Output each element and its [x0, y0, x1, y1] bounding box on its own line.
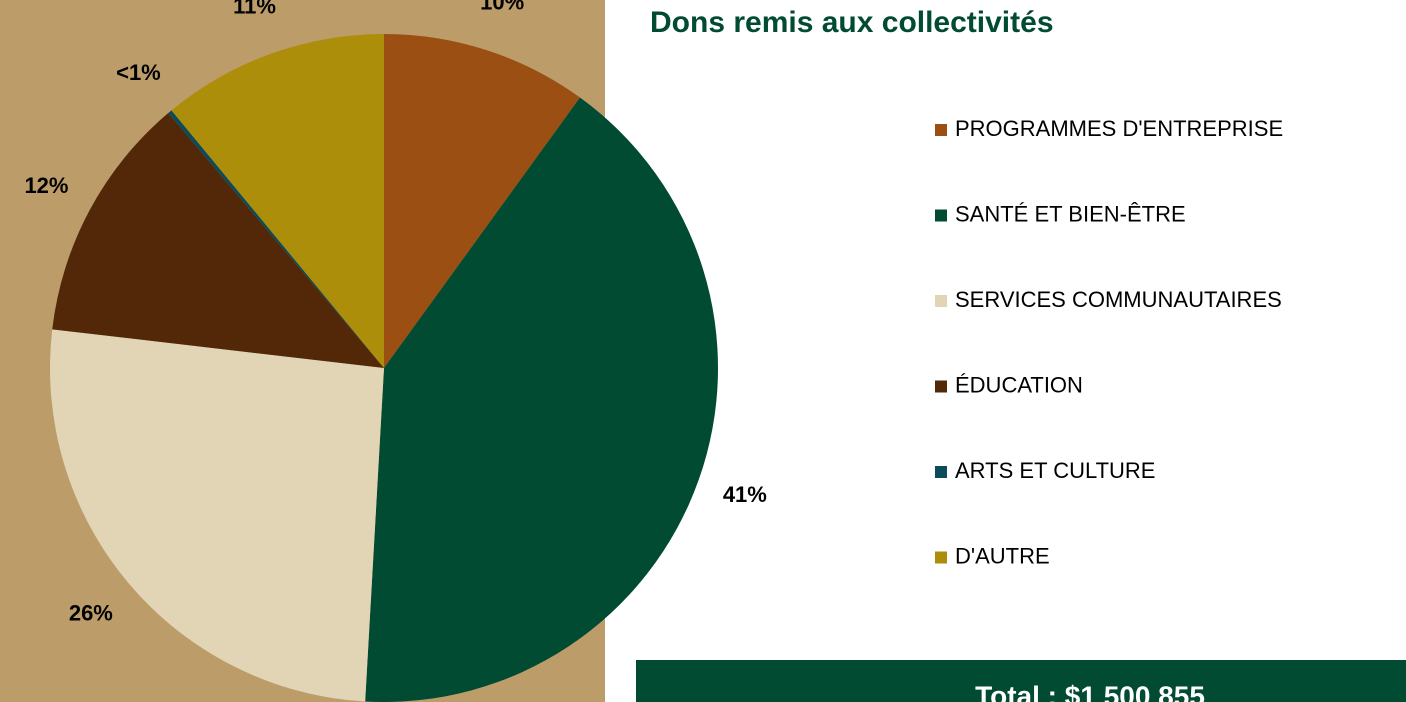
legend-swatch — [935, 124, 947, 136]
pie-slice — [49, 329, 384, 702]
legend-label: D'AUTRE — [955, 543, 1050, 568]
legend-label: SANTÉ ET BIEN-ÊTRE — [955, 201, 1186, 226]
pie-slice — [171, 34, 384, 368]
legend-label: SERVICES COMMUNAUTAIRES — [955, 287, 1282, 312]
pie-slice — [365, 97, 719, 702]
legend-swatch — [935, 551, 947, 564]
legend-label: PROGRAMMES D'ENTREPRISE — [955, 116, 1283, 141]
pie-slice — [52, 113, 384, 368]
data-label: 26% — [69, 600, 113, 625]
data-label: 12% — [24, 173, 68, 198]
legend-swatch — [935, 380, 947, 393]
data-label: 41% — [723, 482, 767, 507]
legend-swatch — [935, 466, 947, 478]
data-label: 10% — [480, 0, 524, 14]
total-box — [636, 660, 1406, 702]
chart-title: Dons remis aux collectivités — [650, 6, 1054, 39]
pie-slice — [168, 110, 384, 369]
data-label: 11% — [233, 0, 276, 18]
legend-label: ÉDUCATION — [955, 372, 1083, 397]
total: Total : $1 500 855 — [975, 680, 1205, 702]
data-label: <1% — [116, 60, 161, 85]
legend-swatch — [935, 209, 947, 222]
pie-slice — [384, 34, 580, 368]
legend-swatch — [935, 295, 947, 307]
legend-label: ARTS ET CULTURE — [955, 458, 1155, 483]
